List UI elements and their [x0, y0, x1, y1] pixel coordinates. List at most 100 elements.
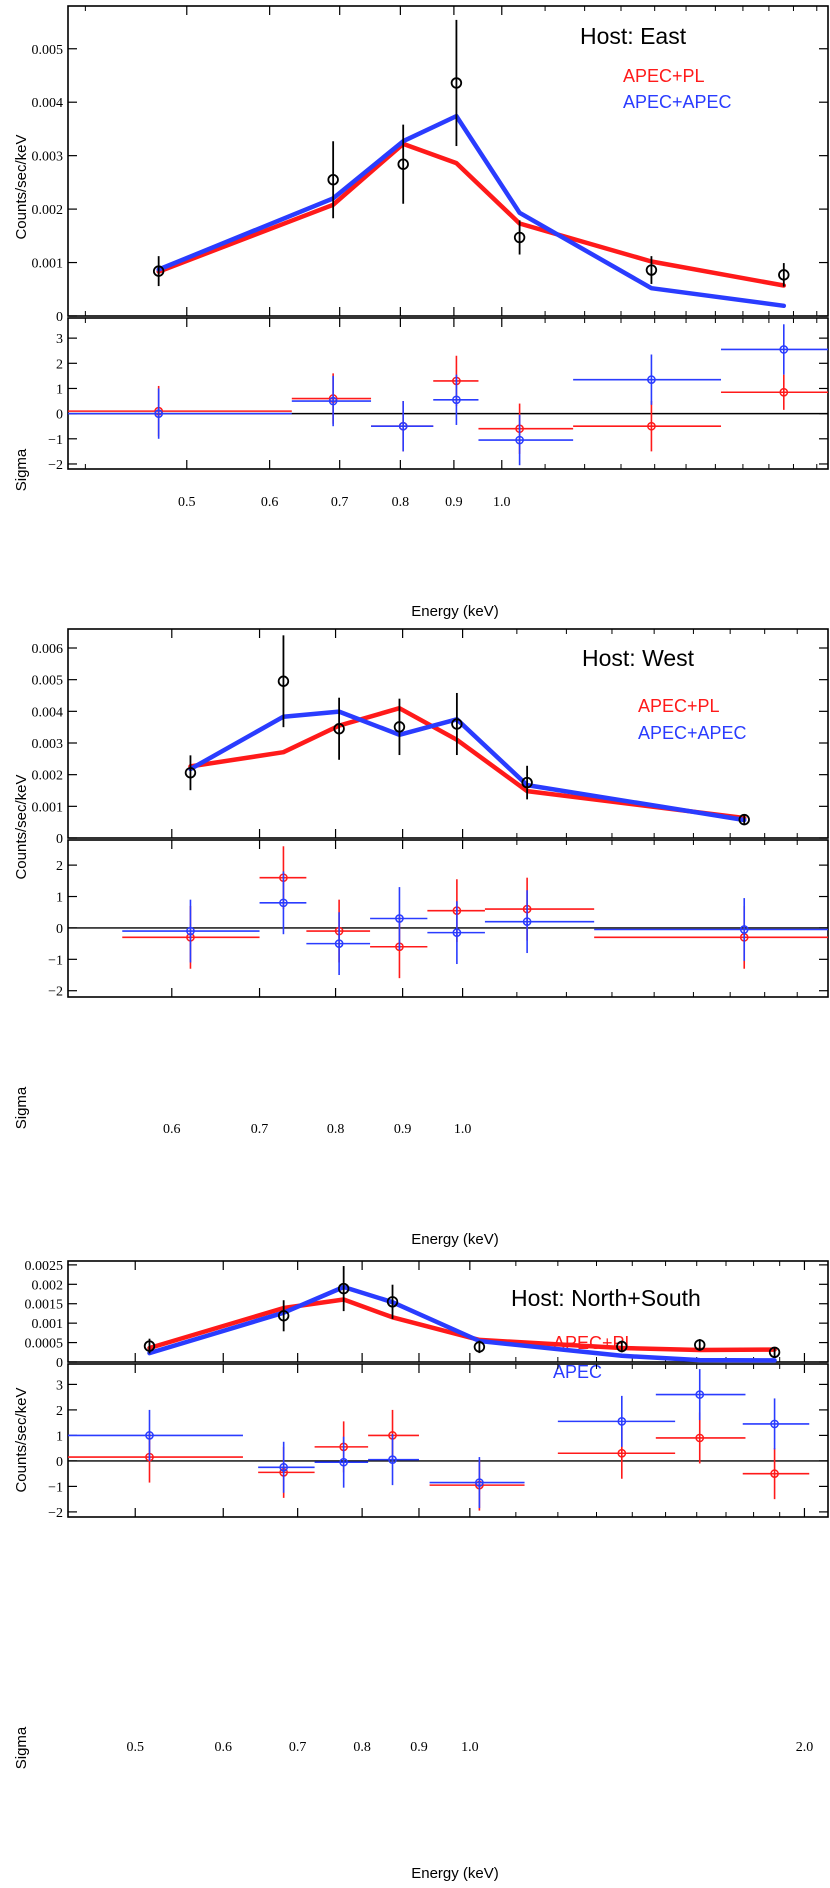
panel-host-west: Host: West APEC+PL APEC+APEC Counts/sec/… — [13, 628, 829, 1248]
residual-y-tick-label: −2 — [48, 985, 63, 1000]
x-tick-label: 0.7 — [289, 1740, 307, 1755]
x-tick-label: 0.7 — [251, 1122, 269, 1137]
y-tick-label: 0.003 — [32, 150, 64, 165]
data-point — [277, 675, 290, 687]
legend-apec: APEC — [553, 1362, 602, 1382]
x-tick-label: 0.9 — [410, 1740, 428, 1755]
residual-y-axis-title: Sigma — [13, 1726, 30, 1769]
y-tick-label: 0 — [56, 1356, 63, 1371]
panel-title: Host: East — [580, 23, 687, 49]
residual-point — [647, 421, 656, 431]
residual-point — [779, 345, 789, 354]
residual-point — [515, 435, 524, 445]
data-point — [513, 231, 526, 244]
spectrum-plot-frame — [67, 628, 829, 839]
residual-point — [145, 1431, 154, 1440]
x-axis-title: Energy (keV) — [411, 1231, 499, 1248]
legend-apec-pl: APEC+PL — [638, 696, 720, 716]
residual-y-tick-label: 2 — [56, 1404, 63, 1419]
panel-host-north-south: Host: North+South APEC+PL APEC Counts/se… — [13, 1259, 829, 1882]
data-point — [277, 1310, 290, 1322]
residual-y-tick-label: 3 — [56, 1378, 63, 1393]
y-tick-label: 0 — [56, 310, 63, 325]
y-tick-label: 0.001 — [32, 257, 64, 272]
residual-y-tick-label: 1 — [56, 382, 63, 397]
data-point — [473, 1341, 486, 1353]
data-point — [645, 264, 658, 276]
panel-host-east: Host: East APEC+PL APEC+APEC Counts/sec/… — [13, 5, 829, 620]
x-tick-label: 0.8 — [327, 1122, 345, 1137]
x-tick-label: 0.5 — [126, 1740, 144, 1755]
legend-apec-pl: APEC+PL — [623, 66, 705, 86]
x-tick-label: 0.5 — [178, 495, 196, 510]
y-tick-label: 0.002 — [32, 1278, 64, 1293]
residual-point — [770, 1419, 779, 1429]
residual-plot-frame — [67, 1363, 829, 1518]
residual-point — [395, 914, 404, 923]
residual-y-tick-label: 1 — [56, 1429, 63, 1444]
y-axis-title: Counts/sec/keV — [13, 134, 30, 239]
x-tick-label: 0.6 — [261, 495, 279, 510]
y-tick-label: 0.003 — [32, 737, 64, 752]
residual-point — [770, 1469, 779, 1479]
residual-y-axis-title: Sigma — [13, 1086, 30, 1129]
panel-title: Host: North+South — [511, 1285, 701, 1311]
residual-point — [186, 926, 195, 936]
y-tick-label: 0.002 — [32, 203, 64, 218]
x-tick-label: 1.0 — [454, 1122, 472, 1137]
panel-title: Host: West — [582, 645, 695, 671]
residual-point — [279, 898, 288, 908]
data-point — [616, 1340, 628, 1353]
y-tick-label: 0 — [56, 832, 63, 847]
spectrum-plot-frame — [67, 5, 829, 317]
x-tick-label: 0.6 — [214, 1740, 232, 1755]
data-point — [386, 1296, 399, 1308]
data-point — [778, 269, 790, 281]
residual-point — [695, 1433, 705, 1443]
residual-y-tick-label: 0 — [56, 1455, 63, 1470]
residual-point — [617, 1417, 627, 1426]
data-point — [393, 721, 406, 733]
residual-point — [452, 395, 461, 405]
residual-point — [388, 1455, 397, 1464]
model-line-apec — [147, 1284, 777, 1363]
model-line-apec-pl — [156, 141, 787, 288]
residual-y-tick-label: −1 — [48, 953, 63, 968]
x-tick-label: 1.0 — [461, 1740, 479, 1755]
residual-point — [695, 1390, 705, 1399]
data-point — [337, 1282, 350, 1295]
residual-y-tick-label: −2 — [48, 458, 63, 473]
x-axis-title: Energy (keV) — [411, 603, 499, 620]
spectrum-plot-frame — [67, 1260, 829, 1363]
data-point — [397, 158, 409, 170]
data-point — [327, 174, 339, 186]
residual-y-tick-label: 1 — [56, 891, 63, 906]
residual-point — [398, 421, 408, 431]
data-point — [333, 723, 345, 735]
residual-y-tick-label: −1 — [48, 433, 63, 448]
y-tick-label: 0.0025 — [25, 1259, 64, 1274]
residual-y-tick-label: 3 — [56, 332, 63, 347]
y-tick-label: 0.005 — [32, 674, 64, 689]
residual-point — [779, 387, 789, 397]
x-tick-label: 0.9 — [445, 495, 463, 510]
residual-point — [154, 409, 164, 418]
legend-apec-apec: APEC+APEC — [623, 92, 732, 112]
data-point — [450, 77, 463, 89]
residual-point — [279, 1462, 289, 1472]
residual-y-tick-label: 2 — [56, 357, 63, 372]
model-line-apec — [156, 113, 787, 309]
data-point — [451, 718, 463, 730]
y-tick-label: 0.002 — [32, 769, 64, 784]
y-tick-label: 0.004 — [32, 96, 64, 111]
residual-y-tick-label: −2 — [48, 1506, 63, 1521]
y-tick-label: 0.0015 — [25, 1298, 64, 1313]
legend-apec-apec: APEC+APEC — [638, 723, 747, 743]
y-tick-label: 0.001 — [32, 1317, 64, 1332]
residual-point — [328, 396, 338, 406]
data-point — [694, 1339, 706, 1351]
residual-y-tick-label: 2 — [56, 859, 63, 874]
residual-point — [334, 939, 344, 948]
x-tick-label: 2.0 — [796, 1740, 814, 1755]
